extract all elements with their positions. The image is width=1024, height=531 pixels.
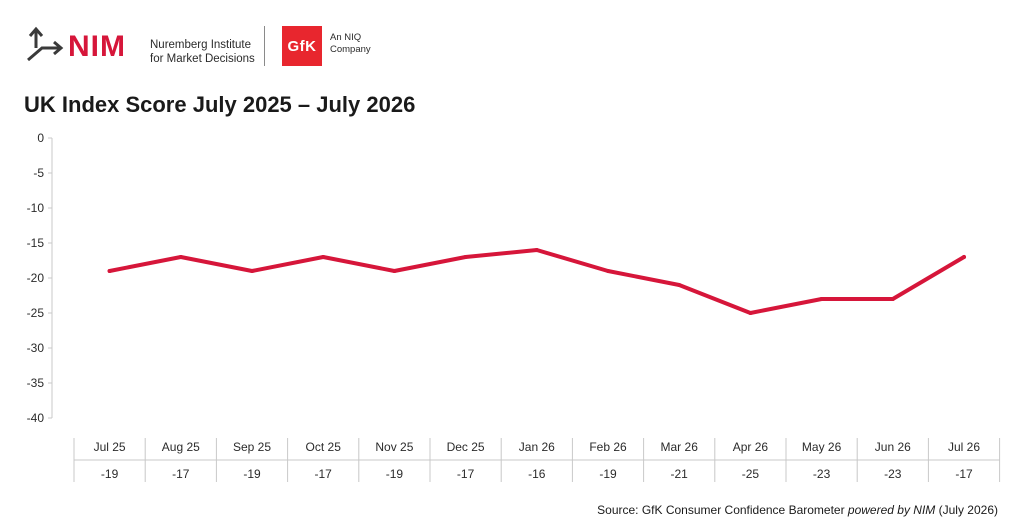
data-point [890,297,895,301]
x-tick-label: Jul 25 [94,440,126,454]
y-tick-label: -10 [27,201,45,215]
data-point [463,255,468,259]
data-point [107,269,112,273]
data-point [250,269,254,273]
y-tick-label: -30 [27,341,45,355]
y-tick-label: -20 [27,271,45,285]
data-point [606,269,610,273]
y-tick-label: -40 [27,411,45,425]
x-tick-label: Aug 25 [162,440,200,454]
source-prefix: Source: GfK Consumer Confidence Baromete… [597,503,848,517]
x-tick-label: Nov 25 [375,440,413,454]
data-value-label: -17 [172,467,190,481]
x-tick-label: Oct 25 [306,440,342,454]
source-italic: powered by NIM [847,503,936,517]
x-tick-label: Jan 26 [519,440,555,454]
x-tick-label: Dec 25 [447,440,485,454]
gfk-logo: GfK [282,26,322,66]
data-value-label: -17 [315,467,333,481]
nim-subtitle-line1: Nuremberg Institute [150,39,251,51]
data-value-label: -19 [599,467,617,481]
data-point [178,255,183,259]
x-tick-label: Mar 26 [661,440,699,454]
source-suffix: (July 2026) [935,503,998,517]
gfk-subtitle: An NIQ Company [330,32,410,56]
data-value-label: -21 [671,467,689,481]
data-value-label: -19 [386,467,404,481]
data-value-label: -16 [528,467,546,481]
x-tick-label: Feb 26 [589,440,627,454]
data-value-label: -17 [955,467,973,481]
data-value-label: -23 [813,467,831,481]
x-tick-label: Sep 25 [233,440,271,454]
data-point [819,297,824,301]
nim-subtitle: Nuremberg Institute for Market Decisions [150,38,270,66]
x-tick-label: Jun 26 [875,440,911,454]
logo-row: NIM Nuremberg Institute for Market Decis… [24,24,444,68]
x-tick-label: Apr 26 [733,440,769,454]
nim-subtitle-line2: for Market Decisions [150,53,255,65]
data-point [748,311,753,315]
logo-divider [264,26,265,66]
gfk-subtitle-line2: Company [330,44,371,55]
data-value-label: -23 [884,467,902,481]
y-tick-label: -15 [27,236,45,250]
data-point [962,255,966,259]
x-tick-label: Jul 26 [948,440,980,454]
data-point [534,248,539,252]
nim-wordmark: NIM [68,30,126,63]
y-tick-label: 0 [37,131,44,145]
y-tick-label: -35 [27,376,45,390]
source-note: Source: GfK Consumer Confidence Baromete… [597,503,998,517]
data-point [321,255,326,259]
y-tick-label: -5 [33,166,44,180]
nim-arrows-icon [27,26,64,62]
gfk-subtitle-line1: An NIQ [330,32,362,43]
data-value-label: -19 [243,467,261,481]
series-line [107,248,966,315]
line-chart: 0 -5 -10 -15 -20 -25 -30 -35 -40 Jul 25 Aug 25 Sep … [27,131,1001,482]
y-tick-label: -25 [27,306,45,320]
data-point [392,269,397,273]
data-point [677,283,682,287]
data-value-label: -25 [742,467,760,481]
x-tick-label: May 26 [802,440,842,454]
chart-title: UK Index Score July 2025 – July 2026 [24,92,416,117]
data-value-label: -17 [457,467,475,481]
data-value-label: -19 [101,467,119,481]
